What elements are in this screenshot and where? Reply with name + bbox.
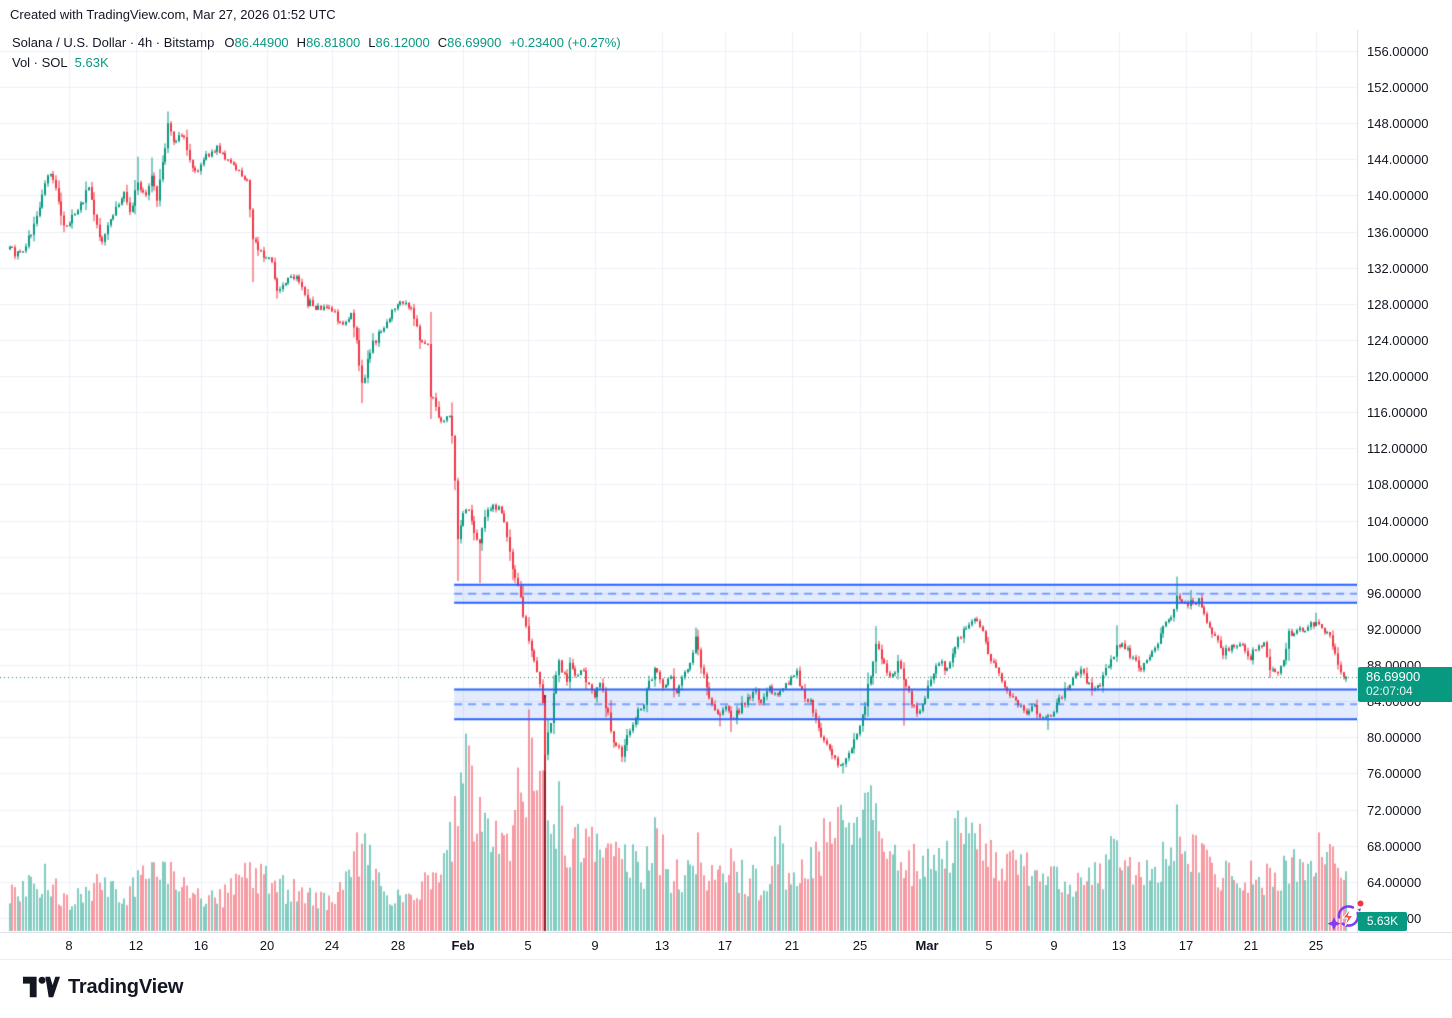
time-tick-label: 21	[784, 938, 800, 953]
tradingview-logo-icon	[22, 976, 60, 998]
time-tick-label: 25	[852, 938, 868, 953]
price-tick-label: 140.00000	[1367, 188, 1429, 204]
close-label: C	[437, 35, 448, 50]
price-tick-label: 80.00000	[1367, 730, 1422, 746]
time-tick-label: Feb	[451, 938, 475, 953]
time-tick-label: 21	[1243, 938, 1259, 953]
price-tick-label: 156.00000	[1367, 44, 1429, 59]
time-tick-label: Mar	[915, 938, 939, 953]
legend-row-ohlc: Solana / U.S. Dollar · 4h · Bitstamp O86.…	[12, 35, 621, 50]
price-tick-label: 104.00000	[1367, 513, 1429, 529]
time-axis[interactable]: 8 12 16 20 24 28 Feb 5 9 13 17 21 25 Mar 5 9 13 17 21 25	[0, 932, 1452, 960]
price-tick-label: 64.00000	[1367, 874, 1422, 890]
symbol-legend: Solana / U.S. Dollar · 4h · Bitstamp O86.…	[12, 35, 621, 70]
time-tick-label: 25	[1308, 938, 1324, 953]
credit-text: Created with TradingView.com, Mar 27, 20…	[10, 7, 336, 22]
bar-countdown: 02:07:04	[1366, 684, 1413, 698]
price-tick-label: 128.00000	[1367, 296, 1429, 312]
volume-badge: 5.63K	[1358, 912, 1407, 931]
time-tick-label: 8	[65, 938, 73, 953]
price-tick-label: 120.00000	[1367, 369, 1429, 385]
price-tick-label: 96.00000	[1367, 585, 1422, 601]
time-tick-label: 13	[654, 938, 670, 953]
low-value: 86.12000	[375, 35, 430, 50]
last-price-value: 86.69900	[1366, 669, 1421, 684]
time-tick-label: 9	[591, 938, 599, 953]
low-label: L	[368, 35, 376, 50]
volume-label: Vol · SOL	[12, 55, 68, 70]
time-tick-label: 20	[259, 938, 275, 953]
price-tick-label: 108.00000	[1367, 477, 1429, 493]
price-tick-label: 100.00000	[1367, 549, 1429, 565]
price-tick-label: 72.00000	[1367, 802, 1422, 818]
price-tick-label: 152.00000	[1367, 80, 1429, 96]
time-tick-label: 5	[985, 938, 993, 953]
price-tick-label: 144.00000	[1367, 152, 1429, 168]
time-tick-label: 13	[1111, 938, 1127, 953]
price-tick-label: 76.00000	[1367, 766, 1422, 782]
legend-row-volume: Vol · SOL 5.63K	[12, 55, 621, 70]
price-tick-label: 92.00000	[1367, 621, 1422, 637]
price-axis[interactable]: 156.00000 152.00000 148.00000 144.00000 140.…	[1357, 30, 1452, 958]
footer-brand[interactable]: TradingView	[22, 975, 183, 1000]
time-tick-label: 5	[524, 938, 532, 953]
time-tick-label: 9	[1050, 938, 1058, 953]
open-value: 86.44900	[234, 35, 289, 50]
price-tick-label: 112.00000	[1367, 441, 1428, 457]
price-chart-canvas[interactable]	[0, 0, 1357, 932]
price-tick-label: 136.00000	[1367, 224, 1429, 240]
arrowhead	[1357, 908, 1361, 912]
notification-dot	[1357, 900, 1364, 907]
volume-value: 5.63K	[74, 55, 109, 70]
last-price-badge: 86.69900 02:07:04	[1358, 667, 1452, 702]
high-value: 86.81800	[306, 35, 361, 50]
lightning-bolt	[1341, 908, 1355, 927]
price-tick-label: 132.00000	[1367, 260, 1429, 276]
time-tick-label: 28	[390, 938, 406, 953]
sparkle-shape	[1327, 917, 1341, 931]
time-tick-label: 17	[717, 938, 733, 953]
price-tick-label: 148.00000	[1367, 116, 1429, 132]
high-label: H	[296, 35, 307, 50]
open-label: O	[224, 35, 235, 50]
time-tick-label: 12	[128, 938, 144, 953]
time-tick-label: 16	[193, 938, 209, 953]
price-tick-label: 116.00000	[1367, 405, 1428, 421]
time-tick-label: 17	[1178, 938, 1194, 953]
tradingview-brand-text: TradingView	[68, 976, 184, 998]
symbol-title: Solana / U.S. Dollar · 4h · Bitstamp	[12, 35, 215, 50]
price-tick-label: 68.00000	[1367, 838, 1422, 854]
price-tick-label: 124.00000	[1367, 332, 1429, 348]
time-tick-label: 24	[324, 938, 340, 953]
change-value: +0.23400 (+0.27%)	[509, 35, 621, 50]
close-value: 86.69900	[447, 35, 502, 50]
